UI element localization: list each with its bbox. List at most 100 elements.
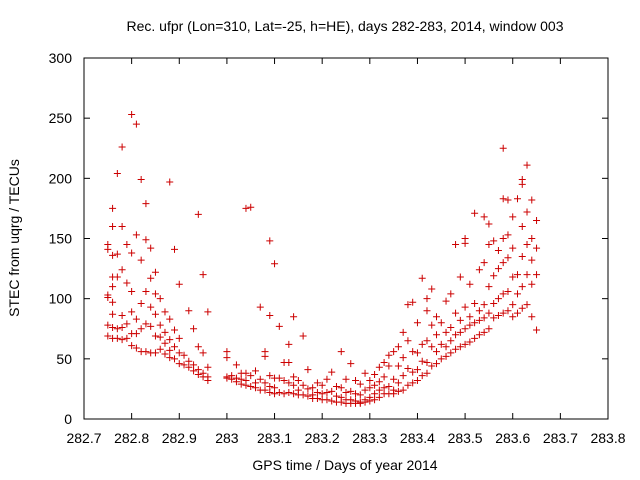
data-point	[513, 271, 521, 279]
data-point	[266, 389, 274, 397]
x-tick-label: 283.2	[305, 430, 340, 446]
x-tick-label: 283	[215, 430, 239, 446]
data-point	[132, 330, 140, 338]
data-point	[533, 216, 541, 224]
data-point	[404, 301, 412, 309]
data-point	[118, 143, 126, 151]
data-point	[280, 376, 288, 384]
data-point	[404, 337, 412, 345]
y-tick-label: 150	[49, 231, 73, 247]
data-point	[290, 390, 298, 398]
data-point	[271, 384, 279, 392]
y-axis-label: STEC from uqrg / TECUs	[6, 159, 22, 317]
data-point	[518, 222, 526, 230]
data-point	[361, 369, 369, 377]
data-point	[261, 379, 269, 387]
data-point	[456, 343, 464, 351]
data-point	[161, 350, 169, 358]
y-tick-label: 100	[49, 291, 73, 307]
data-point	[190, 361, 198, 369]
data-point	[423, 337, 431, 345]
data-point	[151, 332, 159, 340]
data-point	[385, 362, 393, 370]
data-point	[147, 274, 155, 282]
data-point	[394, 343, 402, 351]
data-point	[461, 340, 469, 348]
y-tick-label: 250	[49, 110, 73, 126]
data-point	[409, 298, 417, 306]
data-point	[385, 383, 393, 391]
y-tick-label: 50	[56, 351, 72, 367]
data-point	[485, 309, 493, 317]
data-point	[118, 324, 126, 332]
data-point	[266, 237, 274, 245]
data-point	[394, 387, 402, 395]
data-point	[428, 343, 436, 351]
data-point	[109, 222, 117, 230]
data-point	[385, 351, 393, 359]
data-point	[328, 368, 336, 376]
data-point	[447, 349, 455, 357]
data-point	[242, 204, 250, 212]
data-point	[171, 355, 179, 363]
data-point	[132, 120, 140, 128]
data-point	[318, 390, 326, 398]
data-point	[361, 398, 369, 406]
data-point	[151, 290, 159, 298]
data-point	[223, 354, 231, 362]
data-point	[423, 295, 431, 303]
data-point	[475, 266, 483, 274]
data-point	[423, 358, 431, 366]
data-point	[113, 334, 121, 342]
x-axis-label: GPS time / Days of year 2014	[252, 457, 437, 473]
data-point	[109, 310, 117, 318]
data-point	[161, 339, 169, 347]
data-point	[109, 204, 117, 212]
data-point	[442, 328, 450, 336]
data-point	[223, 374, 231, 382]
data-point	[504, 307, 512, 315]
data-point	[104, 245, 112, 253]
data-point	[433, 360, 441, 368]
data-point	[285, 340, 293, 348]
data-point	[266, 383, 274, 391]
data-point	[299, 332, 307, 340]
data-point	[437, 319, 445, 327]
data-point	[523, 161, 531, 169]
data-point	[161, 308, 169, 316]
x-tick-label: 283.6	[495, 430, 530, 446]
data-point	[137, 325, 145, 333]
data-point	[285, 389, 293, 397]
data-point	[118, 336, 126, 344]
data-point	[271, 260, 279, 268]
data-point	[323, 375, 331, 383]
data-point	[504, 254, 512, 262]
data-point	[128, 249, 136, 257]
data-point	[485, 283, 493, 291]
data-point	[418, 372, 426, 380]
data-point	[309, 384, 317, 392]
data-point	[123, 334, 131, 342]
data-point	[356, 380, 364, 388]
data-point	[371, 370, 379, 378]
data-point	[447, 290, 455, 298]
data-point	[180, 361, 188, 369]
data-point	[142, 236, 150, 244]
data-point	[156, 345, 164, 353]
data-point	[371, 390, 379, 398]
data-point	[104, 293, 112, 301]
data-point	[518, 180, 526, 188]
data-point	[232, 378, 240, 386]
data-point	[123, 279, 131, 287]
data-point	[347, 360, 355, 368]
data-point	[247, 203, 255, 211]
data-point	[199, 271, 207, 279]
x-tick-label: 283.8	[590, 430, 625, 446]
data-point	[347, 387, 355, 395]
data-point	[156, 321, 164, 329]
data-point	[518, 253, 526, 261]
data-point	[442, 297, 450, 305]
data-point	[342, 389, 350, 397]
data-point	[418, 340, 426, 348]
data-point	[494, 265, 502, 273]
